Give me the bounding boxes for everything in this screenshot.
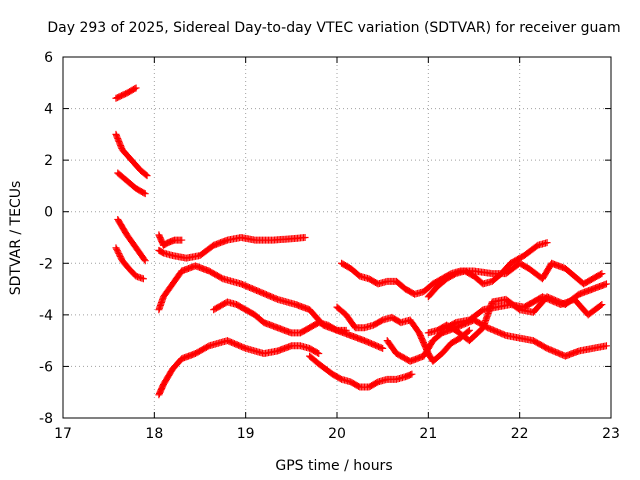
series-arc-5 [112,244,147,283]
x-tick-label: 21 [419,426,437,442]
data-point [464,327,472,335]
data-point [598,270,606,278]
data-point [132,84,140,92]
x-tick-label: 20 [328,426,346,442]
series-arc-9 [155,337,323,399]
data-point [301,234,309,241]
series-arc-8 [155,262,350,334]
series-arc-15 [424,239,551,301]
data-point [598,301,606,309]
x-axis-label: GPS time / hours [275,458,392,474]
x-tick-label: 22 [511,426,529,442]
data-point [140,255,148,263]
series-arc-10 [210,298,387,352]
data-point [131,85,139,93]
data-point [143,172,151,180]
y-tick-label: 0 [44,205,53,221]
x-tick-label: 23 [602,426,620,442]
data-point [141,190,149,198]
x-tick-label: 17 [54,426,72,442]
series-arc-2 [112,130,151,180]
y-tick-label: -6 [39,359,53,375]
y-axis-label: SDTVAR / TECUs [8,181,24,296]
series-arc-1 [112,84,140,102]
y-tick-label: 4 [44,102,53,118]
series-arc-7 [155,234,309,262]
x-tick-label: 18 [145,426,163,442]
series-arc-4 [114,215,149,265]
series-arc-12 [333,303,473,365]
data-point [313,349,321,357]
data-points [112,84,610,399]
data-point [178,236,186,244]
data-point [140,189,148,197]
x-tick-label: 19 [237,426,255,442]
y-tick-label: -8 [39,411,53,427]
series-arc-17 [443,293,606,332]
data-point [543,239,551,247]
data-point [142,171,150,179]
data-point [139,275,147,283]
data-point [141,257,149,265]
series-arc-3 [114,169,149,198]
chart-title: Day 293 of 2025, Sidereal Day-to-day VTE… [47,20,620,36]
series-arc-11 [306,352,416,391]
data-point [408,370,416,378]
y-tick-label: -2 [39,256,53,272]
y-tick-label: -4 [39,308,53,324]
series-arc-6 [155,231,186,249]
series-arc-13 [338,259,606,298]
data-point [597,270,605,278]
y-tick-label: 6 [44,50,53,66]
data-point [602,280,610,288]
data-point [315,350,323,358]
data-point [379,344,387,352]
data-point [465,326,473,334]
data-point [597,301,605,309]
data-point [602,342,610,350]
y-tick-label: 2 [44,153,53,169]
